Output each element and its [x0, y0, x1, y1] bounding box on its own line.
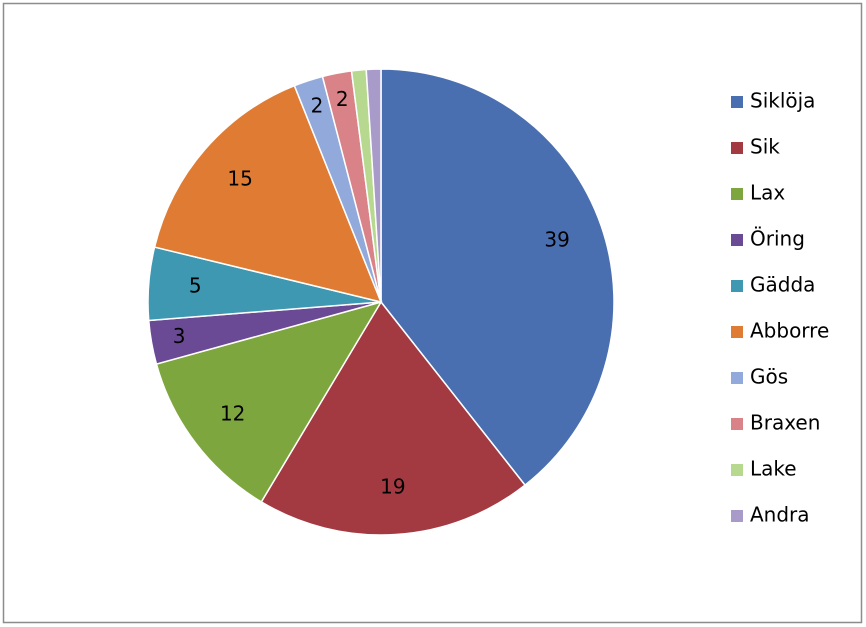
legend-label: Braxen	[750, 411, 820, 435]
legend-swatch	[731, 188, 743, 200]
legend-swatch	[731, 234, 743, 246]
legend-swatch	[731, 142, 743, 154]
legend-label: Andra	[750, 503, 810, 527]
pie-slice	[365, 68, 382, 303]
data-label: 2	[311, 94, 324, 118]
pie-slice	[155, 300, 383, 503]
pie-slice	[380, 68, 615, 487]
legend-swatch	[731, 326, 743, 338]
legend-swatch	[731, 280, 743, 292]
data-label: 39	[544, 228, 569, 252]
legend-swatch	[731, 96, 743, 108]
legend-label: Abborre	[750, 319, 829, 343]
data-label: 2	[336, 87, 349, 111]
legend-swatch	[731, 464, 743, 476]
data-label: 19	[380, 475, 405, 499]
legend-label: Siklöja	[750, 89, 815, 113]
legend-label: Öring	[750, 227, 805, 251]
legend-swatch	[731, 510, 743, 522]
legend-label: Gädda	[750, 273, 815, 297]
pie-slice	[260, 300, 527, 536]
legend-label: Gös	[750, 365, 788, 389]
legend-label: Lax	[750, 181, 785, 205]
legend-label: Lake	[750, 457, 797, 481]
data-label: 15	[227, 166, 252, 190]
legend-label: Sik	[750, 135, 780, 159]
data-label: 5	[189, 274, 202, 298]
data-label: 3	[173, 324, 186, 348]
legend-swatch	[731, 418, 743, 430]
data-label: 12	[220, 401, 245, 425]
pie-slice	[153, 84, 383, 304]
legend-swatch	[731, 372, 743, 384]
